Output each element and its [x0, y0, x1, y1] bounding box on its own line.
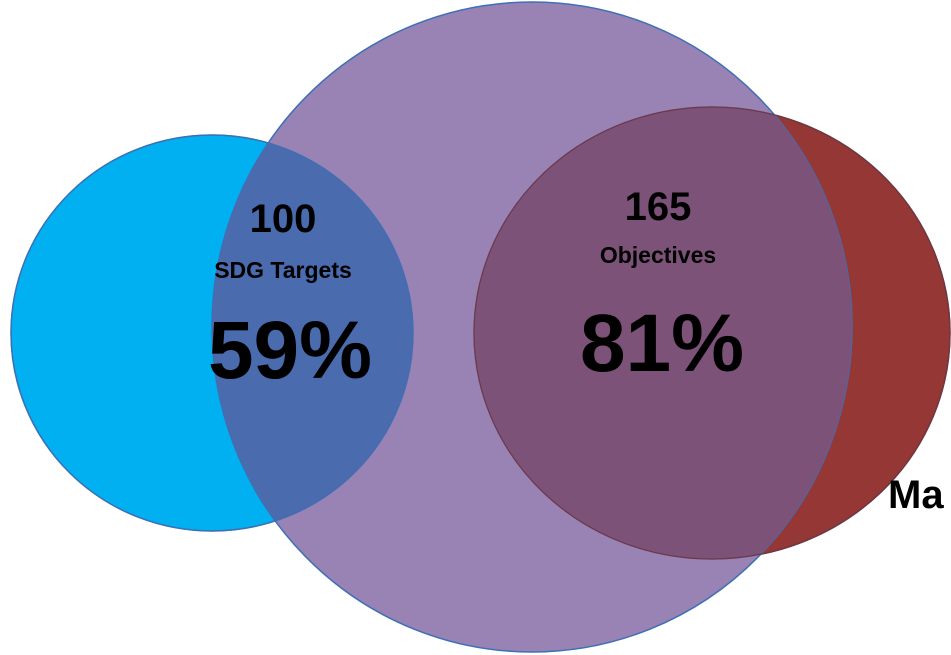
right-overlap-count: 165: [625, 185, 692, 229]
left-overlap-label: SDG Targets: [214, 257, 352, 283]
left-circle-outline: [10, 134, 414, 532]
left-overlap-count: 100: [250, 197, 317, 241]
right-overlap-label: Objectives: [600, 242, 716, 268]
right-circle-outline: [473, 106, 951, 560]
left-overlap-region: [212, 135, 413, 531]
left-overlap-percent: 59%: [208, 305, 372, 396]
right-overlap-percent: 81%: [580, 298, 744, 389]
right-circle-label: Ma: [888, 473, 944, 517]
